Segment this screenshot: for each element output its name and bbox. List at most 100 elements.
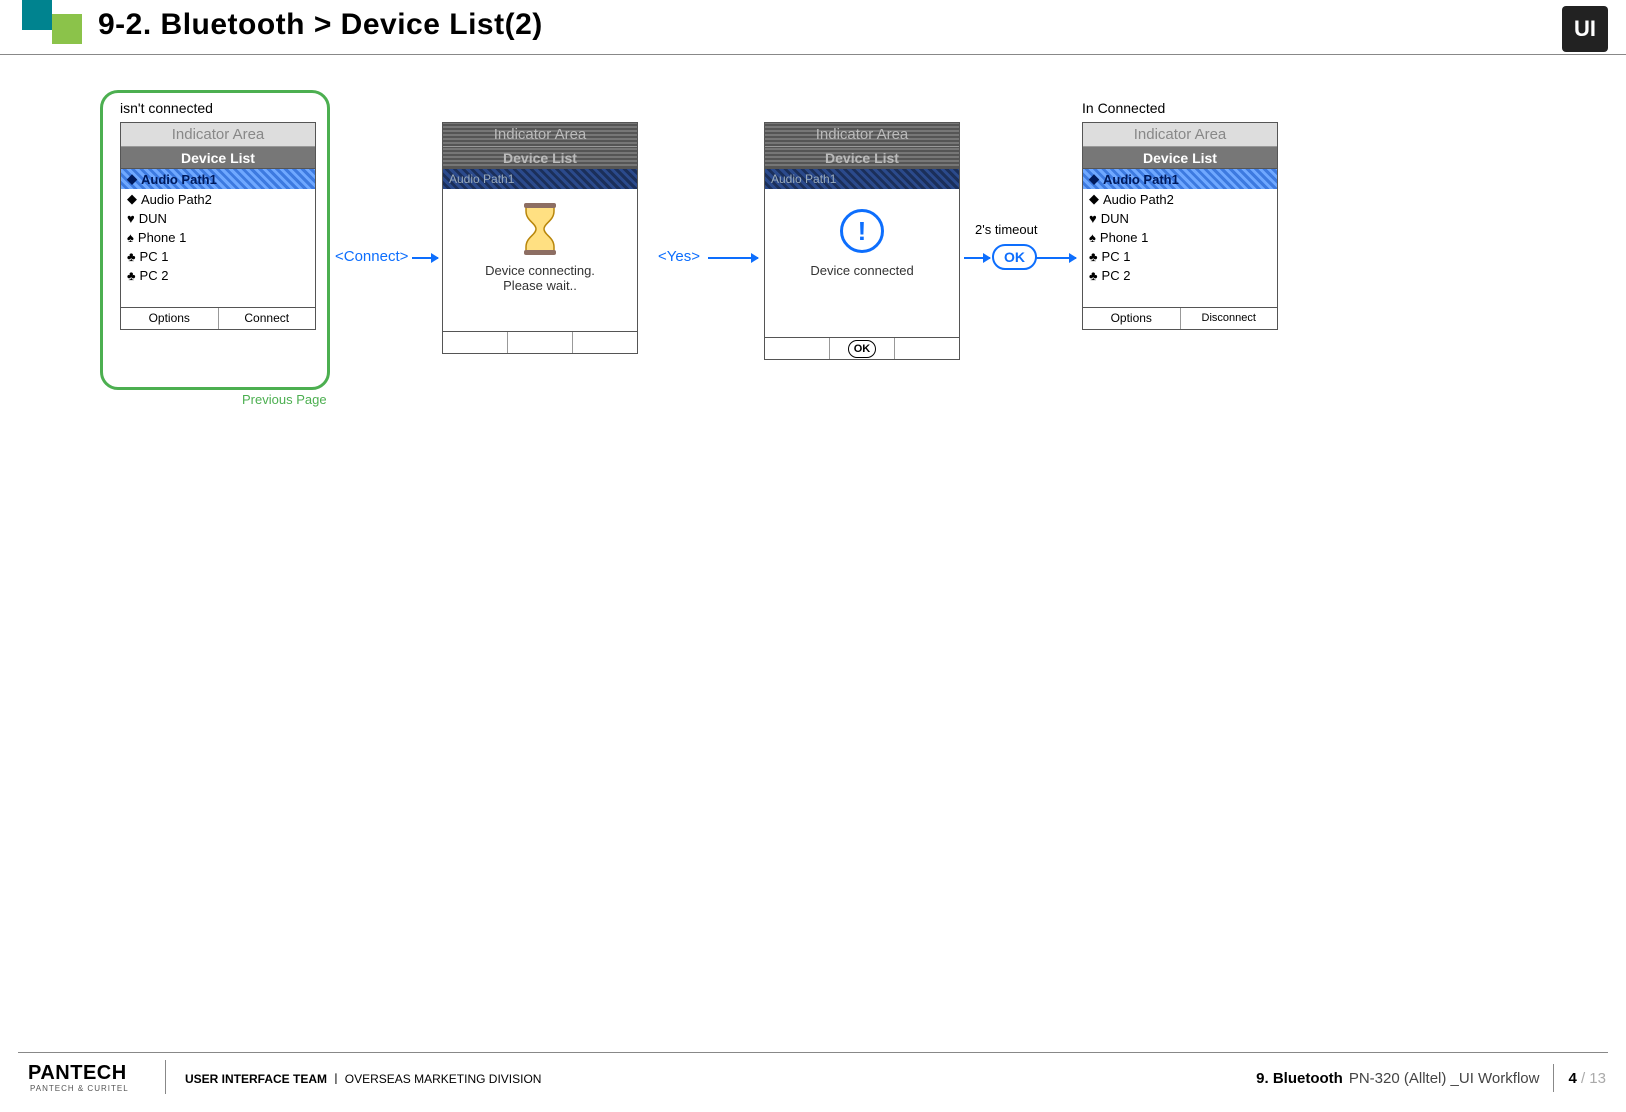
footer-page-total: / 13 — [1581, 1070, 1606, 1087]
phone4-soft-left[interactable]: Options — [1083, 308, 1181, 329]
phone1-item-icon: ◆ — [127, 191, 137, 207]
previous-page-label: Previous Page — [242, 392, 327, 407]
phone4: Indicator Area Device List ◆Audio Path1◆… — [1082, 122, 1278, 330]
phone4-soft-right[interactable]: Disconnect — [1181, 308, 1278, 329]
phone1-item-icon: ♣ — [127, 268, 136, 283]
flow3-arrow-left-icon — [964, 257, 990, 259]
flow3-ok-pill: OK — [992, 244, 1037, 270]
footer-team: USER INTERFACE TEAM ㅣ OVERSEAS MARKETING… — [185, 1070, 541, 1087]
phone4-item-icon: ♣ — [1089, 268, 1098, 283]
footer-team-rest: OVERSEAS MARKETING DIVISION — [345, 1072, 542, 1086]
phone3-soft-center[interactable]: OK — [830, 338, 895, 359]
phone4-item[interactable]: ♥DUN — [1083, 209, 1277, 228]
footer-vbar-1 — [165, 1060, 166, 1094]
phone4-header: Device List — [1083, 147, 1277, 169]
hourglass-icon — [522, 203, 558, 255]
phone2-soft-left — [443, 332, 508, 353]
phone1-item[interactable]: ◆ Audio Path2 — [121, 189, 315, 209]
phone3-ok-label: OK — [848, 340, 877, 358]
phone1-item[interactable]: ♠ Phone 1 — [121, 228, 315, 247]
phone2-msg2: Please wait.. — [443, 278, 637, 293]
phone2-msg1: Device connecting. — [443, 263, 637, 278]
phone1-item[interactable]: ♣PC 2 — [121, 266, 315, 285]
phone4-item[interactable]: ♣ PC 2 — [1083, 266, 1277, 285]
phone1-item-icon: ◆ — [127, 171, 137, 187]
footer-section: 9. Bluetooth — [1256, 1070, 1343, 1087]
page-title: 9-2. Bluetooth > Device List(2) — [98, 8, 543, 42]
phone1-item-label: Audio Path1 — [141, 172, 217, 187]
corner-block-teal — [22, 0, 52, 30]
ui-logo-icon: UI — [1562, 6, 1608, 52]
footer-brand: PANTECH — [28, 1062, 127, 1085]
phone1-soft-right[interactable]: Connect — [219, 308, 316, 329]
phone2-highlight-row: Audio Path1 — [443, 169, 637, 189]
phone4-item-icon: ♣ — [1089, 249, 1098, 264]
flow3-timeout-label: 2's timeout — [975, 222, 1037, 237]
phone4-item-label: Audio Path1 — [1103, 172, 1179, 187]
phone1-item-icon: ♣ — [127, 249, 136, 264]
phone2-soft-center — [508, 332, 573, 353]
phone2: Indicator Area Device List Audio Path1 D… — [442, 122, 638, 354]
footer-page: 4 / 13 — [1568, 1070, 1606, 1087]
phone2-body: Device connecting. Please wait.. — [443, 203, 637, 331]
phone4-item-label: DUN — [1101, 211, 1129, 226]
footer-divider — [18, 1052, 1608, 1053]
phone1-softkeys: Options Connect — [121, 307, 315, 329]
phone2-soft-right — [573, 332, 637, 353]
footer-team-bold: USER INTERFACE TEAM — [185, 1072, 327, 1086]
phone1-item[interactable]: ♥DUN — [121, 209, 315, 228]
corner-block-lime — [52, 14, 82, 44]
phone1-item-label: Phone 1 — [138, 230, 186, 245]
phone1-item-label: Audio Path2 — [141, 192, 212, 207]
phone3-indicator: Indicator Area — [765, 123, 959, 147]
footer-vbar-2 — [1553, 1064, 1554, 1092]
phone4-item[interactable]: ◆ Audio Path1 — [1083, 169, 1277, 189]
phone1-item[interactable]: ◆ Audio Path1 — [121, 169, 315, 189]
phone3-softkeys: OK — [765, 337, 959, 359]
phone4-item[interactable]: ◆ Audio Path2 — [1083, 189, 1277, 209]
phone3: Indicator Area Device List Audio Path1 !… — [764, 122, 960, 360]
phone3-soft-right — [895, 338, 959, 359]
footer-page-current: 4 — [1568, 1070, 1576, 1087]
ui-logo-text: UI — [1574, 16, 1596, 42]
phone4-item-label: Audio Path2 — [1103, 192, 1174, 207]
phone3-msg: Device connected — [765, 263, 959, 278]
phone4-item-icon: ◆ — [1089, 191, 1099, 207]
phone1-item-icon: ♠ — [127, 230, 134, 245]
phone4-item-icon: ◆ — [1089, 171, 1099, 187]
footer-right: 9. Bluetooth PN-320 (Alltel) _UI Workflo… — [1256, 1064, 1606, 1092]
phone4-softkeys: Options Disconnect — [1083, 307, 1277, 329]
footer-doc: PN-320 (Alltel) _UI Workflow — [1349, 1070, 1540, 1087]
page-footer: PANTECH PANTECH & CURITEL USER INTERFACE… — [0, 1052, 1626, 1100]
phone4-body: ◆Audio Path1◆Audio Path2♥DUN♠Phone 1♣PC … — [1083, 169, 1277, 307]
phone1: Indicator Area Device List ◆Audio Path1◆… — [120, 122, 316, 330]
phone4-item-label: PC 1 — [1102, 249, 1131, 264]
phone3-body: ! Device connected — [765, 209, 959, 337]
phone4-item[interactable]: ♣ PC 1 — [1083, 247, 1277, 266]
phone4-item-label: Phone 1 — [1100, 230, 1148, 245]
flow1-label: <Connect> — [335, 248, 408, 265]
header-divider — [0, 54, 1626, 55]
footer-team-sep: ㅣ — [330, 1072, 341, 1086]
phone1-item[interactable]: ♣PC 1 — [121, 247, 315, 266]
flow-diagram: Previous Page isn't connected Indicator … — [120, 100, 1566, 420]
phone3-header: Device List — [765, 147, 959, 169]
phone4-caption: In Connected — [1082, 100, 1165, 116]
phone1-indicator: Indicator Area — [121, 123, 315, 147]
phone4-item-icon: ♠ — [1089, 230, 1096, 245]
flow1-arrow-icon — [412, 257, 438, 259]
phone4-item-label: PC 2 — [1102, 268, 1131, 283]
phone1-item-label: DUN — [139, 211, 167, 226]
phone2-header: Device List — [443, 147, 637, 169]
flow3-arrow-right-icon — [1036, 257, 1076, 259]
phone1-header: Device List — [121, 147, 315, 169]
page-header: 9-2. Bluetooth > Device List(2) UI — [0, 0, 1626, 56]
flow2-label: <Yes> — [658, 248, 700, 265]
phone3-soft-left — [765, 338, 830, 359]
phone1-caption: isn't connected — [120, 100, 213, 116]
phone1-soft-left[interactable]: Options — [121, 308, 219, 329]
flow2-arrow-icon — [708, 257, 758, 259]
phone4-indicator: Indicator Area — [1083, 123, 1277, 147]
phone4-item[interactable]: ♠ Phone 1 — [1083, 228, 1277, 247]
footer-brand-sub: PANTECH & CURITEL — [30, 1084, 129, 1093]
